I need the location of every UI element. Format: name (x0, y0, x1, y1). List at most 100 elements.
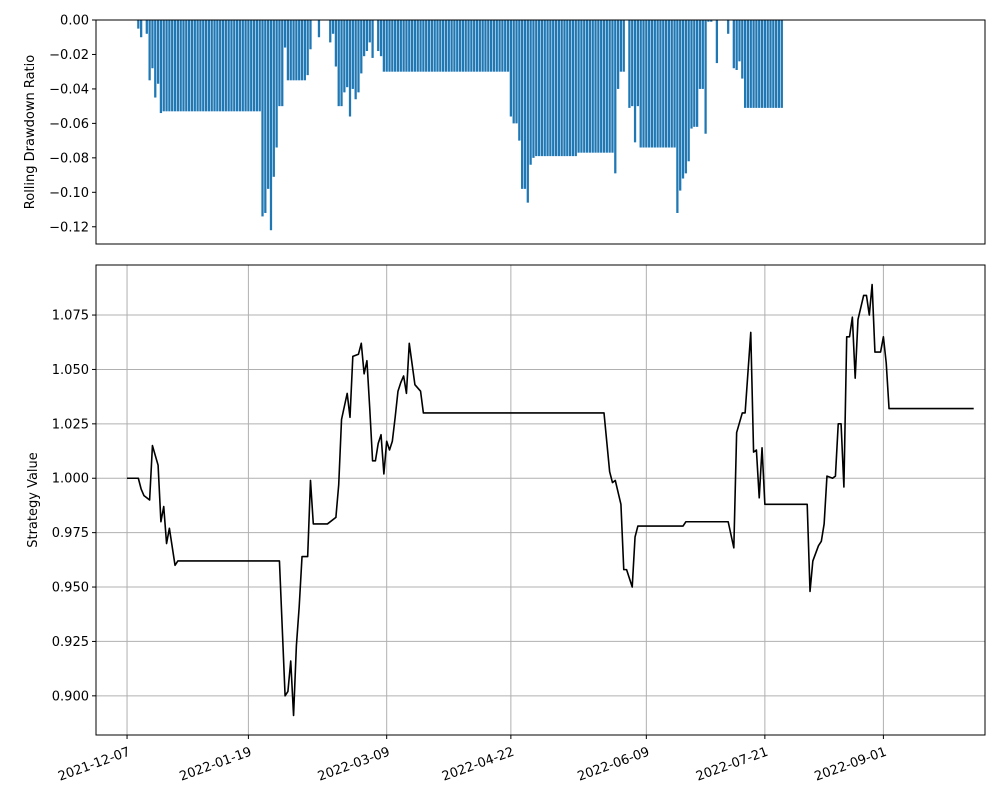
drawdown-bar (535, 20, 538, 157)
drawdown-bar (777, 20, 781, 108)
drawdown-bar (331, 20, 335, 34)
drawdown-bar (679, 20, 682, 191)
drawdown-bar (766, 20, 769, 108)
drawdown-axes: 0.00 −0.02 −0.04 −0.06 −0.08 −0.10 −0.12 Rolli… (23, 14, 986, 245)
drawdown-bar (583, 20, 586, 153)
drawdown-bar (227, 20, 230, 112)
drawdown-bar (264, 20, 267, 213)
drawdown-bar (749, 20, 752, 108)
drawdown-bar (204, 20, 208, 112)
strategy-value-y-axis-label: Strategy Value (26, 452, 41, 548)
drawdown-bar (597, 20, 600, 153)
drawdown-bar (574, 20, 577, 157)
drawdown-bar (250, 20, 253, 112)
drawdown-bar (351, 20, 354, 89)
drawdown-bar (577, 20, 580, 153)
drawdown-bar (439, 20, 442, 72)
drawdown-bar (199, 20, 202, 112)
drawdown-bar (154, 20, 157, 98)
drawdown-bar (600, 20, 603, 153)
drawdown-bar (473, 20, 476, 72)
drawdown-bar (487, 20, 490, 72)
drawdown-bar (512, 20, 515, 124)
drawdown-bar (648, 20, 651, 148)
drawdown-bar (258, 20, 261, 112)
drawdown-bar (552, 20, 555, 157)
drawdown-bar (145, 20, 148, 34)
drawdown-bar (272, 20, 275, 177)
strategy-value-y-tick-label: 1.050 (52, 363, 89, 378)
drawdown-bar (526, 20, 529, 203)
drawdown-bar (498, 20, 501, 72)
drawdown-bar (518, 20, 521, 141)
drawdown-bar (159, 20, 163, 114)
drawdown-bar (639, 20, 642, 148)
drawdown-bar (244, 20, 247, 112)
drawdown-y-tick-label: −0.12 (49, 220, 89, 235)
drawdown-bar (701, 20, 704, 89)
drawdown-bar (286, 20, 290, 81)
drawdown-bar (419, 20, 422, 72)
drawdown-bar (746, 20, 750, 108)
drawdown-bar (475, 20, 479, 72)
drawdown-bar (354, 20, 357, 100)
drawdown-bar (202, 20, 205, 112)
drawdown-bar (396, 20, 400, 72)
drawdown-y-tick-label: −0.10 (49, 186, 89, 201)
drawdown-bar (580, 20, 583, 153)
drawdown-bar (563, 20, 566, 157)
drawdown-bar (382, 20, 385, 72)
drawdown-bar (549, 20, 552, 157)
drawdown-bar (385, 20, 388, 72)
drawdown-bar (763, 20, 766, 108)
drawdown-bar (267, 20, 270, 189)
drawdown-bar (602, 20, 606, 153)
drawdown-bar (758, 20, 761, 108)
drawdown-bar (780, 20, 783, 108)
drawdown-y-ticks: 0.00 −0.02 −0.04 −0.06 −0.08 −0.10 −0.12 (49, 14, 96, 235)
drawdown-bar (388, 20, 391, 72)
drawdown-bar (360, 20, 363, 74)
drawdown-bar (633, 20, 637, 143)
drawdown-bar (292, 20, 295, 81)
drawdown-bar (368, 20, 371, 43)
drawdown-bar (619, 20, 623, 72)
drawdown-bar (371, 20, 374, 58)
drawdown-bar (696, 20, 699, 127)
drawdown-bar (168, 20, 171, 112)
drawdown-bar (410, 20, 414, 72)
drawdown-bar (190, 20, 194, 112)
drawdown-bar (760, 20, 764, 108)
drawdown-bar (188, 20, 191, 112)
drawdown-bar (140, 20, 143, 38)
drawdown-bar (529, 20, 532, 165)
drawdown-bar (196, 20, 199, 112)
strategy-value-y-tick-label: 0.925 (52, 635, 89, 650)
drawdown-bar (588, 20, 592, 153)
drawdown-bar (772, 20, 775, 108)
drawdown-bar (165, 20, 168, 112)
drawdown-bar (151, 20, 154, 69)
drawdown-bar (269, 20, 273, 231)
drawdown-bar (732, 20, 735, 69)
drawdown-bar (357, 20, 360, 93)
drawdown-bar (622, 20, 625, 72)
drawdown-bar (537, 20, 541, 157)
drawdown-bar (450, 20, 453, 72)
drawdown-bar (340, 20, 343, 107)
drawdown-bar (179, 20, 182, 112)
drawdown-bar (334, 20, 338, 67)
drawdown-bar (653, 20, 656, 148)
drawdown-bar (645, 20, 648, 148)
drawdown-bar (295, 20, 298, 81)
drawdown-bar (636, 20, 639, 107)
strategy-value-grid (96, 265, 985, 735)
drawdown-bar (346, 20, 349, 88)
drawdown-bar (743, 20, 747, 108)
strategy-value-line (127, 283, 974, 717)
drawdown-bar (715, 20, 719, 64)
drawdown-bar (148, 20, 151, 81)
drawdown-bar (422, 20, 425, 72)
drawdown-bar (571, 20, 575, 157)
drawdown-bar (670, 20, 673, 148)
